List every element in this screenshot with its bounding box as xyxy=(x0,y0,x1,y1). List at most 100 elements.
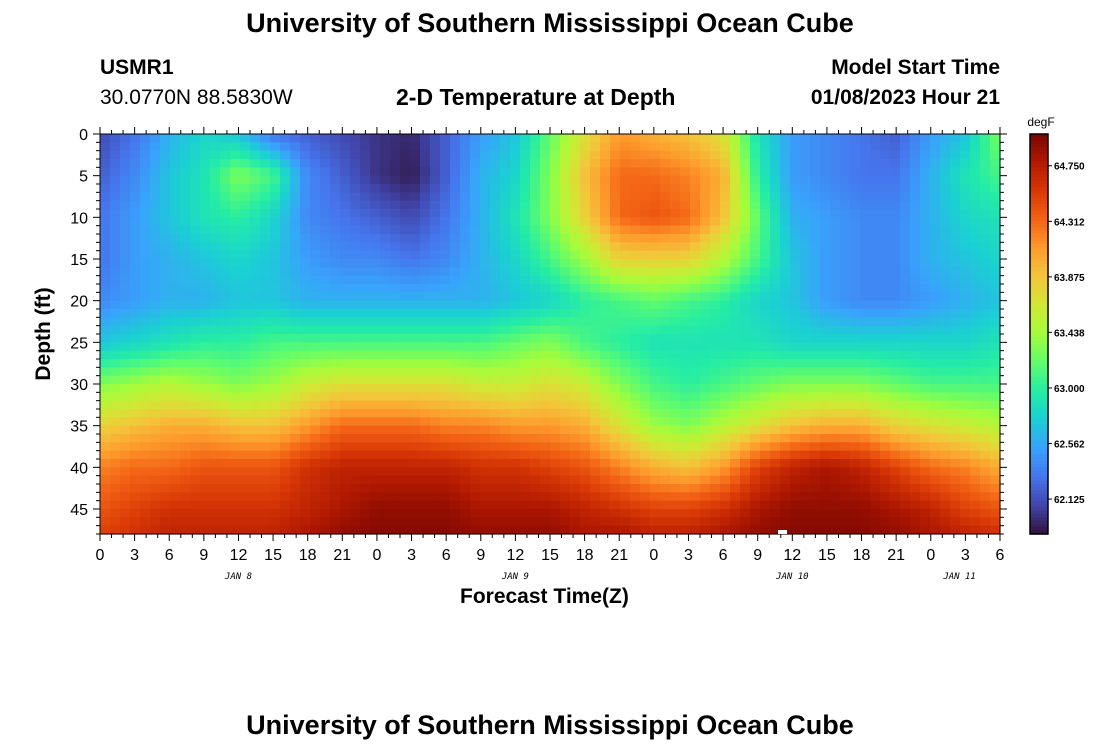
heatmap-cell xyxy=(370,159,381,168)
heatmap-cell xyxy=(590,384,601,393)
heatmap-cell xyxy=(730,317,741,327)
heatmap-cell xyxy=(720,225,731,235)
heatmap-cell xyxy=(890,450,901,460)
heatmap-cell xyxy=(550,142,561,152)
heatmap-cell xyxy=(920,192,931,202)
heatmap-cell xyxy=(130,509,141,518)
heatmap-cell xyxy=(220,484,231,493)
heatmap-cell xyxy=(180,492,191,502)
heatmap-cell xyxy=(580,275,591,285)
heatmap-cell xyxy=(320,267,331,277)
heatmap-cell xyxy=(510,434,521,443)
heatmap-cell xyxy=(400,509,411,518)
heatmap-cell xyxy=(690,442,701,452)
heatmap-cell xyxy=(460,392,471,402)
heatmap-cell xyxy=(340,367,351,377)
x-tick-label: 0 xyxy=(649,547,658,564)
heatmap-cell xyxy=(520,384,531,393)
heatmap-cell xyxy=(420,192,431,202)
heatmap-cell xyxy=(690,184,701,193)
heatmap-cell xyxy=(530,142,541,152)
heatmap-cell xyxy=(590,509,601,518)
heatmap-cell xyxy=(980,242,991,252)
heatmap-cell xyxy=(100,384,111,393)
heatmap-cell xyxy=(510,367,521,377)
heatmap-cell xyxy=(240,484,251,493)
colorbar-swatch xyxy=(1030,147,1048,152)
heatmap-cell xyxy=(330,417,341,427)
heatmap-cell xyxy=(750,359,761,368)
heatmap-cell xyxy=(780,484,791,493)
heatmap-cell xyxy=(690,367,701,377)
heatmap-cell xyxy=(470,250,481,260)
heatmap-cell xyxy=(800,359,811,368)
heatmap-cell xyxy=(580,509,591,518)
heatmap-cell xyxy=(770,350,781,360)
heatmap-cell xyxy=(840,142,851,152)
heatmap-cell xyxy=(200,384,211,393)
heatmap-cell xyxy=(490,525,501,535)
heatmap-cell xyxy=(750,459,761,468)
heatmap-cell xyxy=(240,359,251,368)
heatmap-cell xyxy=(830,159,841,168)
heatmap-cell xyxy=(990,267,1001,277)
heatmap-cell xyxy=(270,525,281,535)
heatmap-cell xyxy=(370,317,381,327)
heatmap-cell xyxy=(930,284,941,293)
heatmap-cell xyxy=(570,284,581,293)
heatmap-cell xyxy=(150,159,161,168)
heatmap-cell xyxy=(520,234,531,243)
heatmap-cell xyxy=(770,225,781,235)
heatmap-cell xyxy=(850,525,861,535)
heatmap-cell xyxy=(520,375,531,385)
heatmap-cell xyxy=(360,217,371,227)
heatmap-cell xyxy=(570,292,581,302)
heatmap-cell xyxy=(410,150,421,160)
heatmap-cell xyxy=(420,517,431,527)
heatmap-cell xyxy=(480,425,491,435)
heatmap-cell xyxy=(560,300,571,310)
heatmap-cell xyxy=(210,167,221,177)
heatmap-cell xyxy=(180,450,191,460)
heatmap-cell xyxy=(500,467,511,477)
heatmap-cell xyxy=(220,442,231,452)
heatmap-cell xyxy=(510,392,521,402)
heatmap-cell xyxy=(400,200,411,210)
heatmap-cell xyxy=(200,192,211,202)
heatmap-cell xyxy=(660,442,671,452)
heatmap-cell xyxy=(300,134,311,143)
heatmap-cell xyxy=(430,484,441,493)
heatmap-cell xyxy=(820,375,831,385)
heatmap-cell xyxy=(100,150,111,160)
heatmap-cell xyxy=(150,400,161,410)
heatmap-cell xyxy=(260,184,271,193)
heatmap-cell xyxy=(750,334,761,343)
heatmap-cell xyxy=(830,484,841,493)
heatmap-cell xyxy=(980,375,991,385)
heatmap-cell xyxy=(770,367,781,377)
heatmap-cell xyxy=(440,442,451,452)
heatmap-cell xyxy=(730,134,741,143)
heatmap-cell xyxy=(780,284,791,293)
heatmap-cell xyxy=(780,375,791,385)
heatmap-cell xyxy=(630,409,641,418)
heatmap-cell xyxy=(300,217,311,227)
heatmap-cell xyxy=(830,325,841,335)
heatmap-cell xyxy=(440,225,451,235)
heatmap-cell xyxy=(530,242,541,252)
heatmap-cell xyxy=(440,267,451,277)
heatmap-cell xyxy=(570,467,581,477)
heatmap-cell xyxy=(630,134,641,143)
heatmap-cell xyxy=(930,367,941,377)
heatmap-cell xyxy=(540,309,551,318)
heatmap-cell xyxy=(860,175,871,185)
heatmap-cell xyxy=(850,342,861,352)
heatmap-cell xyxy=(100,350,111,360)
heatmap-cell xyxy=(490,375,501,385)
heatmap-cell xyxy=(310,192,321,202)
heatmap-cell xyxy=(340,492,351,502)
heatmap-cell xyxy=(790,225,801,235)
heatmap-cell xyxy=(850,417,861,427)
heatmap-cell xyxy=(700,342,711,352)
heatmap-cell xyxy=(990,142,1001,152)
